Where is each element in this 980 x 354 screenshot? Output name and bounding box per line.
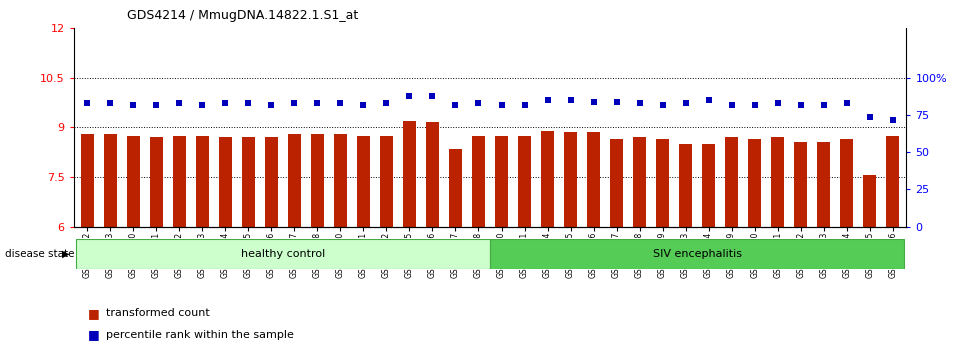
Bar xyxy=(490,239,905,269)
Text: ■: ■ xyxy=(88,328,100,341)
Point xyxy=(494,102,510,108)
Bar xyxy=(657,139,669,227)
Point xyxy=(310,100,325,106)
Bar xyxy=(587,132,600,227)
Bar xyxy=(127,136,140,227)
Point xyxy=(563,97,578,103)
Point xyxy=(149,102,165,108)
Bar xyxy=(196,136,209,227)
Bar xyxy=(886,136,899,227)
Bar xyxy=(611,139,623,227)
Bar xyxy=(725,137,738,227)
Bar xyxy=(749,139,760,227)
Point xyxy=(770,100,786,106)
Bar xyxy=(173,136,185,227)
Point xyxy=(332,100,348,106)
Bar xyxy=(863,175,876,227)
Bar xyxy=(242,137,255,227)
Point xyxy=(264,102,279,108)
Point xyxy=(839,100,855,106)
Bar xyxy=(75,239,490,269)
Point xyxy=(678,100,694,106)
Bar xyxy=(495,136,508,227)
Text: GDS4214 / MmugDNA.14822.1.S1_at: GDS4214 / MmugDNA.14822.1.S1_at xyxy=(127,9,359,22)
Text: disease state: disease state xyxy=(5,249,74,259)
Point xyxy=(448,102,464,108)
Point xyxy=(632,100,648,106)
Point xyxy=(586,99,602,104)
Point xyxy=(885,117,901,122)
Bar xyxy=(541,131,554,227)
Bar xyxy=(679,144,692,227)
Text: percentile rank within the sample: percentile rank within the sample xyxy=(106,330,294,339)
Text: SIV encephalitis: SIV encephalitis xyxy=(653,249,742,259)
Point xyxy=(218,100,233,106)
Point xyxy=(470,100,486,106)
Point xyxy=(103,100,119,106)
Text: healthy control: healthy control xyxy=(241,249,325,259)
Bar xyxy=(288,134,301,227)
Point xyxy=(793,102,808,108)
Point xyxy=(378,100,394,106)
Bar xyxy=(403,121,416,227)
Bar xyxy=(104,134,117,227)
Point xyxy=(655,102,670,108)
Bar xyxy=(220,137,231,227)
Point xyxy=(194,102,210,108)
Point xyxy=(286,100,302,106)
Point xyxy=(516,102,532,108)
Point xyxy=(79,100,95,106)
Bar xyxy=(633,137,646,227)
Bar xyxy=(472,136,485,227)
Point xyxy=(861,114,877,119)
Bar xyxy=(265,137,277,227)
Bar xyxy=(380,136,393,227)
Point xyxy=(356,102,371,108)
Bar xyxy=(357,136,369,227)
Point xyxy=(240,100,256,106)
Bar xyxy=(81,134,94,227)
Bar xyxy=(771,137,784,227)
Bar xyxy=(449,149,462,227)
Bar xyxy=(840,139,853,227)
Text: transformed count: transformed count xyxy=(106,308,210,318)
Bar xyxy=(703,144,715,227)
Point xyxy=(724,102,740,108)
Bar xyxy=(795,142,807,227)
Point xyxy=(172,100,187,106)
Bar xyxy=(518,136,531,227)
Point xyxy=(815,102,831,108)
Bar xyxy=(311,134,323,227)
Bar xyxy=(426,122,439,227)
Point xyxy=(125,102,141,108)
Text: ▶: ▶ xyxy=(62,249,70,259)
Bar xyxy=(564,132,577,227)
Bar xyxy=(817,142,830,227)
Bar xyxy=(334,134,347,227)
Point xyxy=(701,97,716,103)
Point xyxy=(540,97,556,103)
Bar xyxy=(150,137,163,227)
Point xyxy=(424,93,440,98)
Text: ■: ■ xyxy=(88,307,100,320)
Point xyxy=(609,99,624,104)
Point xyxy=(402,93,417,98)
Point xyxy=(747,102,762,108)
